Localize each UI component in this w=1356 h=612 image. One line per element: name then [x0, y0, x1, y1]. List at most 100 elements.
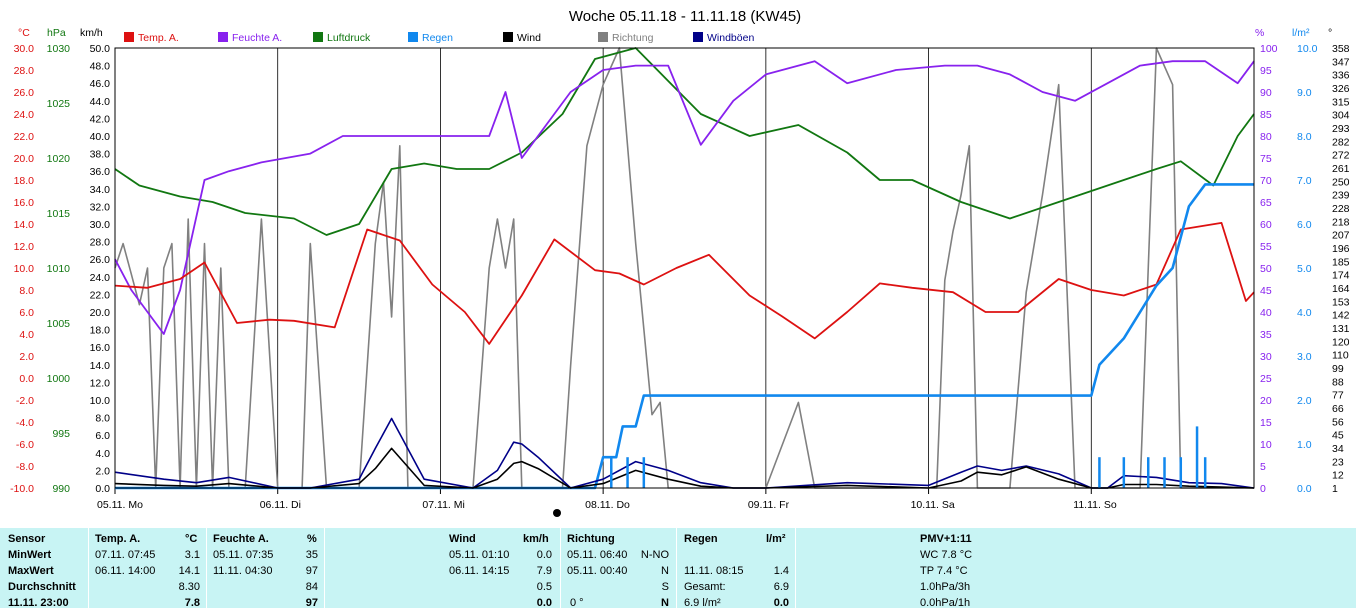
tick-label-humidity: 5 — [1260, 461, 1266, 473]
tick-label-pressure: 1015 — [47, 208, 71, 220]
tick-label-pressure: 1010 — [47, 263, 71, 275]
stats-label-avg: Durchschnitt — [8, 581, 76, 593]
plot-frame — [114, 47, 1255, 489]
tick-label-direction: 164 — [1332, 283, 1350, 295]
stats-temp-min: 3.1 — [184, 549, 200, 561]
series-line-temp-a- — [114, 221, 1255, 345]
tick-label-temp: 20.0 — [14, 153, 35, 165]
stats-rain-total: 6.9 — [773, 581, 789, 593]
stats-dir-header: Richtung — [567, 533, 615, 545]
legend-label: Richtung — [612, 32, 654, 44]
stats-wind-max: 7.9 — [536, 565, 552, 577]
tick-label-temp: -4.0 — [16, 417, 34, 429]
stats-dir-max-time: 05.11. 00:40 — [567, 565, 628, 577]
stats-hum-min-time: 05.11. 07:35 — [213, 549, 274, 561]
tick-label-humidity: 75 — [1260, 153, 1272, 165]
tick-label-temp: 18.0 — [14, 175, 35, 187]
tick-label-pressure: 1005 — [47, 318, 71, 330]
stats-wind-min: 0.0 — [536, 549, 552, 561]
tick-label-wind: 18.0 — [90, 325, 111, 337]
tick-label-temp: 14.0 — [14, 219, 35, 231]
x-tick-label: 05.11. Mo — [97, 499, 143, 511]
tick-label-temp: 0.0 — [19, 373, 34, 385]
tick-label-direction: 120 — [1332, 336, 1350, 348]
tick-label-temp: 2.0 — [19, 351, 34, 363]
x-tick-label: 10.11. Sa — [911, 499, 955, 511]
tick-label-wind: 24.0 — [90, 272, 111, 284]
tick-label-rain: 3.0 — [1297, 351, 1312, 363]
stats-temp-unit: °C — [185, 533, 198, 545]
tick-label-direction: 336 — [1332, 70, 1350, 82]
tick-label-direction: 228 — [1332, 203, 1350, 215]
stats-pmv-header: PMV+1:11 — [920, 533, 972, 545]
stats-rain-unit: l/m² — [766, 533, 786, 545]
tick-label-wind: 6.0 — [95, 430, 110, 442]
tick-label-wind: 34.0 — [90, 184, 111, 196]
tick-label-direction: 304 — [1332, 110, 1350, 122]
tick-label-wind: 4.0 — [95, 448, 110, 460]
tick-label-temp: 10.0 — [14, 263, 35, 275]
x-tick-label: 08.11. Do — [585, 499, 630, 511]
tick-label-wind: 2.0 — [95, 465, 110, 477]
tick-label-pressure: 1030 — [47, 43, 71, 55]
tick-label-humidity: 80 — [1260, 131, 1272, 143]
legend-swatch — [313, 32, 323, 42]
tick-label-temp: -2.0 — [16, 395, 34, 407]
tick-label-direction: 34 — [1332, 443, 1344, 455]
stats-rain-max-time: 11.11. 08:15 — [684, 565, 744, 577]
stats-wind-min-time: 05.11. 01:10 — [449, 549, 510, 561]
tick-label-direction: 56 — [1332, 416, 1344, 428]
tick-label-direction: 131 — [1332, 323, 1350, 335]
stats-label-sensor: Sensor — [8, 533, 46, 545]
stats-temp-max: 14.1 — [178, 565, 200, 577]
stats-hum-current: 97 — [305, 597, 318, 609]
day-gridlines: 05.11. Mo 06.11. Di 07.11. Mi 08.11. Do 09.1… — [97, 48, 1117, 511]
stats-wind-current: 0.0 — [536, 597, 552, 609]
tick-label-humidity: 100 — [1260, 43, 1278, 55]
stats-dir-current: N — [661, 597, 669, 609]
tick-label-wind: 36.0 — [90, 166, 111, 178]
cursor-marker[interactable] — [553, 509, 561, 517]
stats-rain-header: Regen — [684, 533, 718, 545]
stats-label-current: 11.11. 23:00 — [8, 597, 69, 609]
tick-label-humidity: 20 — [1260, 395, 1272, 407]
stats-dir-min: N-NO — [640, 549, 669, 561]
series-line-regen — [115, 183, 1254, 490]
tick-label-rain: 5.0 — [1297, 263, 1312, 275]
stats-rain-max: 1.4 — [773, 565, 789, 577]
tick-label-temp: 4.0 — [19, 329, 34, 341]
tick-label-direction: 142 — [1332, 310, 1350, 322]
tick-label-temp: 8.0 — [19, 285, 34, 297]
tick-label-direction: 174 — [1332, 270, 1350, 282]
tick-label-rain: 10.0 — [1297, 43, 1318, 55]
tick-label-humidity: 30 — [1260, 351, 1272, 363]
tick-label-wind: 0.0 — [95, 483, 110, 495]
tick-label-humidity: 70 — [1260, 175, 1272, 187]
tick-label-humidity: 60 — [1260, 219, 1272, 231]
tick-label-direction: 77 — [1332, 390, 1344, 402]
tick-label-temp: 28.0 — [14, 65, 35, 77]
tick-label-wind: 42.0 — [90, 113, 111, 125]
stats-wind-max-time: 06.11. 14:15 — [449, 565, 510, 577]
stats-label-min: MinWert — [8, 549, 52, 561]
tick-label-direction: 282 — [1332, 136, 1350, 148]
series-line-wind — [114, 447, 1255, 489]
tick-label-wind: 48.0 — [90, 61, 111, 73]
stats-rain-rate-label: 6.9 l/m² — [684, 597, 721, 609]
stats-dir-avg: S — [661, 581, 669, 593]
tick-label-wind: 50.0 — [90, 43, 111, 55]
tick-label-humidity: 35 — [1260, 329, 1272, 341]
tick-label-temp: 6.0 — [19, 307, 34, 319]
tick-label-direction: 185 — [1332, 256, 1350, 268]
stats-hum-max-time: 11.11. 04:30 — [213, 565, 273, 577]
stats-wind-unit: km/h — [523, 533, 549, 545]
legend-swatch — [218, 32, 228, 42]
tick-label-humidity: 10 — [1260, 439, 1272, 451]
legend-label: Luftdruck — [327, 32, 371, 44]
tick-label-rain: 4.0 — [1297, 307, 1312, 319]
tick-label-pressure: 1025 — [47, 98, 71, 110]
tick-label-direction: 358 — [1332, 43, 1350, 55]
tick-label-wind: 8.0 — [95, 413, 110, 425]
tick-label-humidity: 0 — [1260, 483, 1266, 495]
unit-wind: km/h — [80, 27, 103, 39]
